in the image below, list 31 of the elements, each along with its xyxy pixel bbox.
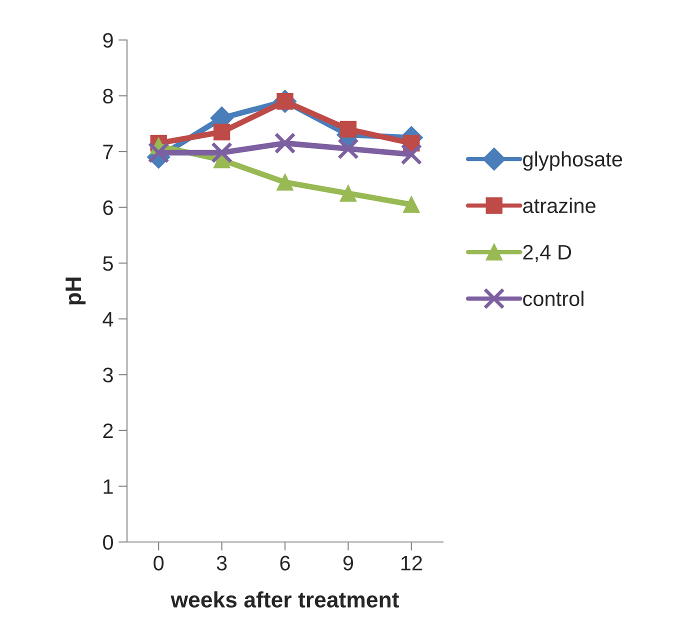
point bbox=[276, 174, 294, 191]
point bbox=[211, 142, 233, 164]
x-tick-label: 9 bbox=[343, 556, 354, 570]
y-tick-label: 9 bbox=[103, 33, 113, 48]
legend-label: 2,4 D bbox=[523, 244, 572, 262]
point bbox=[213, 124, 230, 140]
point bbox=[337, 138, 359, 160]
y-tick-label: 1 bbox=[104, 479, 113, 494]
y-tick-label: 0 bbox=[103, 535, 113, 550]
y-tick-label: 7 bbox=[103, 144, 113, 160]
y-tick-label: 6 bbox=[103, 200, 113, 216]
x-tick-label: 3 bbox=[216, 556, 227, 570]
x-tick-label: 0 bbox=[154, 556, 164, 570]
point bbox=[403, 196, 420, 213]
y-tick-label: 4 bbox=[102, 312, 114, 326]
legend-label: control bbox=[523, 290, 584, 306]
point bbox=[400, 144, 422, 166]
x-tick-label: 6 bbox=[280, 556, 290, 570]
point bbox=[274, 132, 296, 154]
y-tick-label: 2 bbox=[103, 423, 113, 438]
point bbox=[148, 142, 170, 164]
y-tick-label: 8 bbox=[103, 88, 113, 104]
point bbox=[340, 185, 357, 202]
y-tick-label: 5 bbox=[103, 256, 113, 271]
legend-label: atrazine bbox=[523, 198, 596, 214]
x-tick-label: 12 bbox=[401, 556, 422, 570]
legend-label: glyphosate bbox=[523, 151, 622, 171]
y-tick-label: 3 bbox=[103, 368, 113, 382]
y-axis-title: pH bbox=[66, 278, 86, 304]
x-axis-title: weeks after treatment bbox=[170, 591, 399, 608]
point bbox=[340, 120, 357, 138]
